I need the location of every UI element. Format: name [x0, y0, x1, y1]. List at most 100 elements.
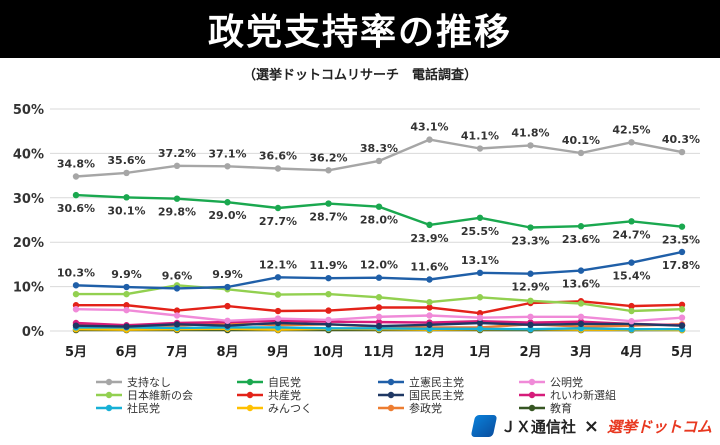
- series-8-point: [628, 326, 635, 333]
- series-6-point: [476, 319, 484, 327]
- cross-separator: ×: [583, 415, 599, 437]
- series-1-point: [527, 224, 534, 231]
- series-3-point: [628, 318, 635, 325]
- data-label: 25.5%: [461, 225, 499, 238]
- series-6-point: [72, 322, 80, 329]
- series-6-point: [678, 322, 686, 329]
- series-2-point: [678, 248, 686, 256]
- x-tick-label: 3月: [570, 345, 592, 360]
- legend-swatch-marker: [528, 391, 536, 399]
- series-6-point: [426, 321, 433, 328]
- x-tick-label: 7月: [166, 345, 188, 360]
- series-1-point: [72, 191, 80, 199]
- series-5-point: [375, 304, 383, 311]
- legend-swatch-marker: [528, 404, 536, 412]
- legend-swatch-marker: [105, 404, 113, 412]
- data-label: 37.1%: [208, 147, 246, 160]
- data-label: 23.3%: [511, 235, 549, 248]
- data-label: 28.0%: [360, 214, 398, 227]
- series-1-point: [628, 218, 635, 225]
- x-tick-label: 5月: [671, 345, 693, 360]
- legend-swatch-marker: [246, 404, 254, 412]
- series-2-point: [476, 269, 484, 277]
- x-tick-label: 5月: [65, 345, 87, 360]
- data-label: 30.1%: [107, 204, 145, 217]
- series-3-point: [72, 306, 80, 313]
- legend-item-label: 参政党: [409, 401, 442, 415]
- series-8-point: [577, 325, 585, 332]
- series-8-point: [476, 325, 484, 332]
- series-0-point: [325, 167, 332, 174]
- legend-item-label: 自民党: [268, 376, 301, 389]
- series-3-point: [527, 313, 534, 320]
- series-1-point: [224, 199, 231, 206]
- data-label: 12.0%: [360, 259, 398, 272]
- series-8-point: [274, 324, 282, 331]
- series-3-point: [577, 313, 585, 320]
- data-label: 9.9%: [111, 268, 142, 281]
- series-3-point: [678, 314, 686, 321]
- data-label: 15.4%: [612, 270, 650, 283]
- x-tick-label: 4月: [620, 345, 642, 360]
- series-1-point: [375, 203, 383, 210]
- data-label: 12.1%: [259, 258, 297, 271]
- series-5-point: [325, 307, 332, 314]
- x-tick-label: 11月: [363, 345, 394, 360]
- x-tick-label: 2月: [519, 345, 541, 360]
- data-label: 23.6%: [562, 233, 600, 246]
- series-0-point: [476, 145, 484, 152]
- x-tick-label: 12月: [414, 345, 445, 360]
- legend-swatch-marker: [387, 378, 395, 386]
- data-label: 42.5%: [612, 123, 650, 136]
- series-3-point: [274, 315, 282, 322]
- data-label: 40.1%: [562, 134, 600, 147]
- series-8-point: [527, 326, 534, 333]
- data-label: 41.8%: [511, 126, 549, 139]
- series-5-point: [476, 310, 484, 317]
- y-tick-label: 50%: [13, 103, 44, 118]
- series-5-point: [628, 302, 635, 310]
- series-6-point: [224, 322, 231, 329]
- data-label: 36.6%: [259, 149, 297, 162]
- data-label: 34.8%: [57, 157, 95, 170]
- jx-brand-text: ＪＸ通信社: [500, 417, 576, 436]
- series-1-point: [476, 214, 484, 221]
- legend-swatch-marker: [246, 378, 254, 386]
- data-label: 29.8%: [158, 206, 196, 219]
- series-6-point: [173, 321, 181, 328]
- series-0-point: [527, 142, 534, 149]
- data-label: 30.6%: [57, 202, 95, 215]
- legend-swatch-marker: [246, 391, 254, 399]
- series-3-point: [426, 312, 433, 319]
- data-label: 9.9%: [212, 268, 243, 281]
- data-label: 35.6%: [107, 154, 145, 167]
- series-2-point: [426, 276, 433, 283]
- data-label: 27.7%: [259, 215, 297, 228]
- chart-subtitle: （選挙ドットコムリサーチ 電話調査）: [242, 68, 477, 83]
- series-5-point: [123, 302, 130, 309]
- footer-logos: ＪＸ通信社 × 選挙ドットコム: [470, 413, 712, 439]
- series-4-point: [274, 291, 282, 298]
- data-label: 13.6%: [562, 278, 600, 291]
- series-2-point: [577, 267, 585, 274]
- series-2-point: [375, 274, 383, 281]
- series-0-point: [426, 136, 433, 143]
- x-tick-label: 9月: [267, 345, 289, 360]
- legend-swatch-marker: [528, 378, 536, 386]
- series-5-point: [274, 307, 282, 315]
- series-0-point: [628, 139, 635, 146]
- data-label: 11.9%: [309, 259, 347, 272]
- data-label: 13.1%: [461, 254, 499, 267]
- legend-item-label: 支持なし: [127, 375, 171, 389]
- series-4-point: [426, 298, 433, 306]
- data-label: 41.1%: [461, 130, 499, 143]
- series-4-point: [527, 297, 534, 305]
- series-2-point: [628, 259, 635, 266]
- legend-item-label: 日本維新の会: [127, 388, 193, 402]
- data-label: 38.3%: [360, 142, 398, 155]
- series-4-point: [628, 307, 635, 315]
- y-tick-label: 40%: [13, 147, 44, 162]
- series-5-point: [224, 302, 231, 310]
- series-1-point: [123, 194, 130, 201]
